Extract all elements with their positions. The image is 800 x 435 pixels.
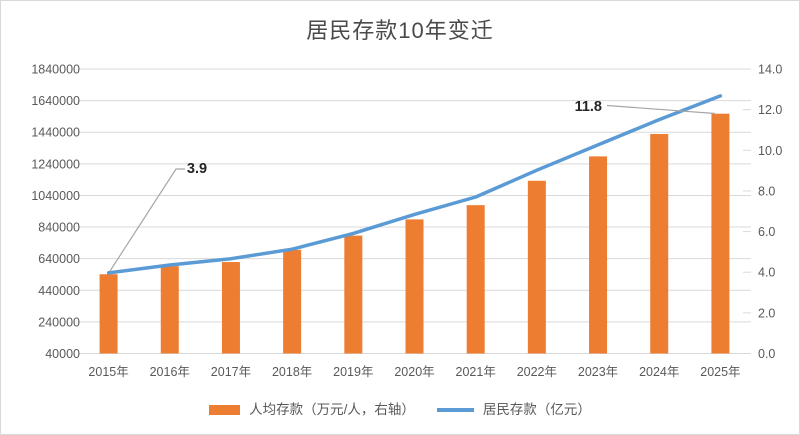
deposit-bar bbox=[711, 113, 730, 354]
deposit-bar bbox=[527, 180, 546, 354]
x-axis-tick-label: 2021年 bbox=[456, 365, 496, 379]
left-axis-tick-label: 640000 bbox=[38, 252, 80, 266]
right-axis-tick-label: 12.0 bbox=[758, 103, 782, 117]
legend-bar-swatch-icon bbox=[209, 405, 241, 415]
deposit-bar bbox=[405, 219, 424, 354]
legend-label-total-deposits: 居民存款（亿元） bbox=[482, 402, 591, 418]
left-axis-tick-label: 840000 bbox=[38, 221, 80, 235]
annotation-leader-line bbox=[109, 168, 185, 272]
right-axis-tick-label: 6.0 bbox=[758, 225, 775, 239]
x-axis-tick-label: 2016年 bbox=[150, 365, 190, 379]
deposit-bar bbox=[466, 205, 485, 354]
deposit-line bbox=[106, 94, 723, 275]
left-axis-tick-label: 440000 bbox=[38, 284, 80, 298]
annotation-leader-line bbox=[606, 104, 716, 115]
left-axis-tick-label: 1640000 bbox=[31, 94, 80, 108]
left-axis-tick-label: 240000 bbox=[38, 315, 80, 329]
x-axis-tick-label: 2023年 bbox=[578, 365, 618, 379]
deposit-bar bbox=[589, 156, 608, 354]
bar-annotation-label: 3.9 bbox=[187, 161, 207, 177]
left-axis-tick-label: 1240000 bbox=[31, 157, 80, 171]
x-axis-tick-label: 2024年 bbox=[639, 365, 679, 379]
right-axis-tick-label: 4.0 bbox=[758, 266, 775, 280]
left-axis-tick-label: 1040000 bbox=[31, 189, 80, 203]
bar-annotation-label: 11.8 bbox=[575, 99, 602, 115]
right-axis-tick-label: 10.0 bbox=[758, 144, 782, 158]
deposit-bar bbox=[283, 249, 302, 354]
deposit-bar bbox=[221, 262, 240, 354]
right-axis-tick-label: 0.0 bbox=[758, 347, 775, 361]
x-axis-tick-label: 2018年 bbox=[272, 365, 312, 379]
x-axis-tick-label: 2020年 bbox=[394, 365, 434, 379]
legend-line-swatch-icon bbox=[436, 408, 474, 412]
deposit-bar bbox=[650, 134, 669, 354]
chart-legend: 人均存款（万元/人，右轴） 居民存款（亿元） bbox=[1, 398, 799, 422]
right-axis-tick-label: 14.0 bbox=[758, 63, 782, 77]
x-axis-tick-label: 2015年 bbox=[88, 365, 128, 379]
left-axis-tick-label: 40000 bbox=[45, 347, 80, 361]
x-axis-tick-label: 2025年 bbox=[700, 365, 740, 379]
left-axis-tick-label: 1840000 bbox=[31, 63, 80, 77]
right-axis-tick-label: 2.0 bbox=[758, 306, 775, 320]
x-axis-tick-label: 2019年 bbox=[333, 365, 373, 379]
chart-title: 居民存款10年变迁 bbox=[306, 18, 494, 43]
right-axis-tick-label: 8.0 bbox=[758, 184, 775, 198]
legend-label-per-capita-deposits: 人均存款（万元/人，右轴） bbox=[249, 402, 415, 418]
x-axis-tick-label: 2017年 bbox=[211, 365, 251, 379]
x-axis-tick-label: 2022年 bbox=[517, 365, 557, 379]
deposit-bar bbox=[99, 274, 118, 354]
deposit-bar bbox=[160, 266, 179, 354]
left-axis-tick-label: 1440000 bbox=[31, 126, 80, 140]
deposit-bar bbox=[344, 235, 363, 354]
